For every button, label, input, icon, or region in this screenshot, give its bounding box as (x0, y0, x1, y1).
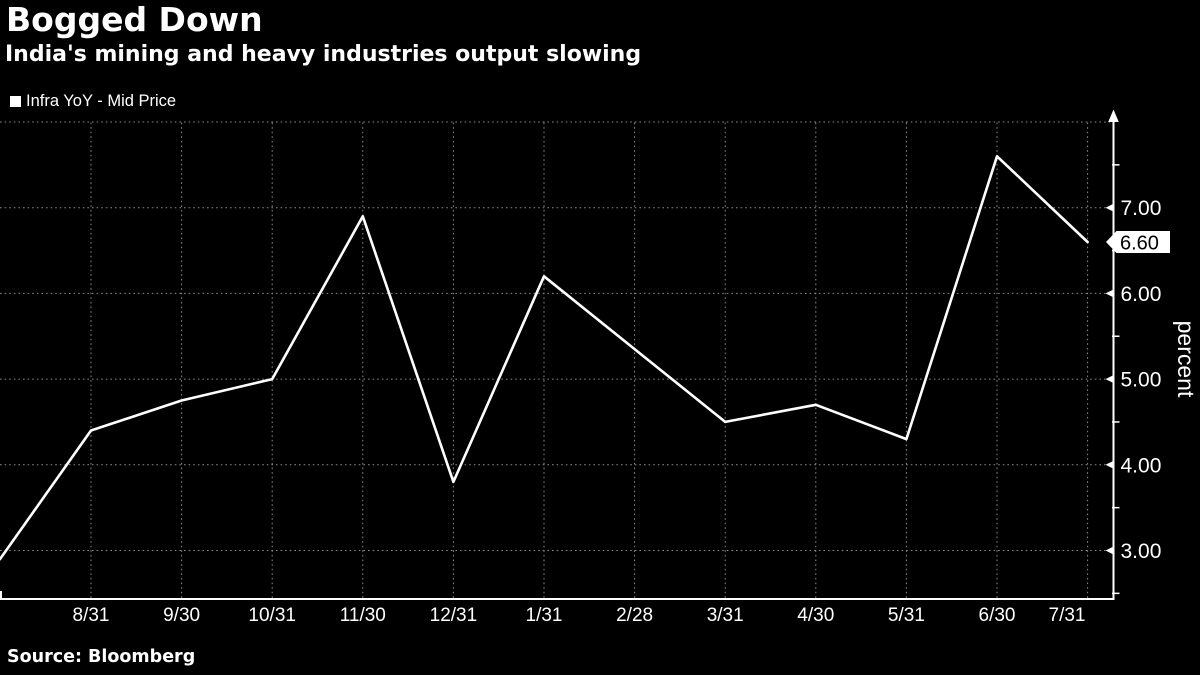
y-major-tick-arrow-icon (1105, 546, 1114, 555)
y-tick-label: 6.00 (1121, 283, 1162, 306)
x-tick-label: 2/28 (616, 605, 653, 626)
x-tick-label: 7/31 (1049, 605, 1086, 626)
y-tick-label: 5.00 (1121, 369, 1162, 392)
y-axis-arrow-up-icon (1108, 109, 1119, 122)
last-price-label: 6.60 (1120, 232, 1159, 254)
y-axis-title: percent (1173, 321, 1199, 398)
y-major-tick-arrow-icon (1105, 374, 1114, 384)
x-tick-label: 3/31 (707, 605, 744, 626)
y-major-tick-arrow-icon (1105, 289, 1114, 298)
y-axis-title-group: percent (1173, 321, 1199, 398)
last-price-tag (1106, 230, 1170, 253)
x-tick-label: 11/30 (340, 605, 386, 626)
x-tick-label: 5/31 (888, 605, 925, 626)
page-subtitle: India's mining and heavy industries outp… (5, 42, 642, 67)
x-tick-label: 4/30 (797, 605, 834, 626)
y-major-tick-arrow-icon (1105, 203, 1114, 212)
x-tick-label: 12/31 (430, 605, 478, 626)
last-price-callout: 6.60 (1106, 230, 1170, 254)
page-title: Bogged Down (6, 0, 263, 39)
x-tick-label: 10/31 (248, 605, 296, 626)
x-tick-label: 1/31 (526, 605, 563, 626)
y-tick-label: 3.00 (1121, 540, 1162, 563)
series-line (0, 155, 1089, 561)
y-tick-label: 4.00 (1121, 454, 1162, 477)
x-tick-labels: 8/31 9/30 10/31 11/30 12/31 1/31 2/28 3/31 4/30 5… (73, 605, 1086, 626)
legend-swatch-icon (10, 96, 21, 107)
legend: Infra YoY - Mid Price (10, 92, 176, 111)
legend-label: Infra YoY - Mid Price (26, 92, 177, 110)
x-tick-label: 8/31 (73, 605, 110, 626)
y-tick-labels: 3.00 4.00 5.00 6.00 7.00 (1121, 197, 1162, 563)
y-tick-label: 7.00 (1121, 197, 1162, 220)
y-major-tick-arrow-icon (1105, 460, 1114, 469)
series (0, 155, 1089, 561)
source-note: Source: Bloomberg (7, 647, 196, 667)
axes (0, 109, 1120, 600)
grid-lines (0, 121, 1113, 598)
x-tick-label: 6/30 (979, 605, 1016, 626)
x-tick-label: 9/30 (163, 605, 200, 626)
